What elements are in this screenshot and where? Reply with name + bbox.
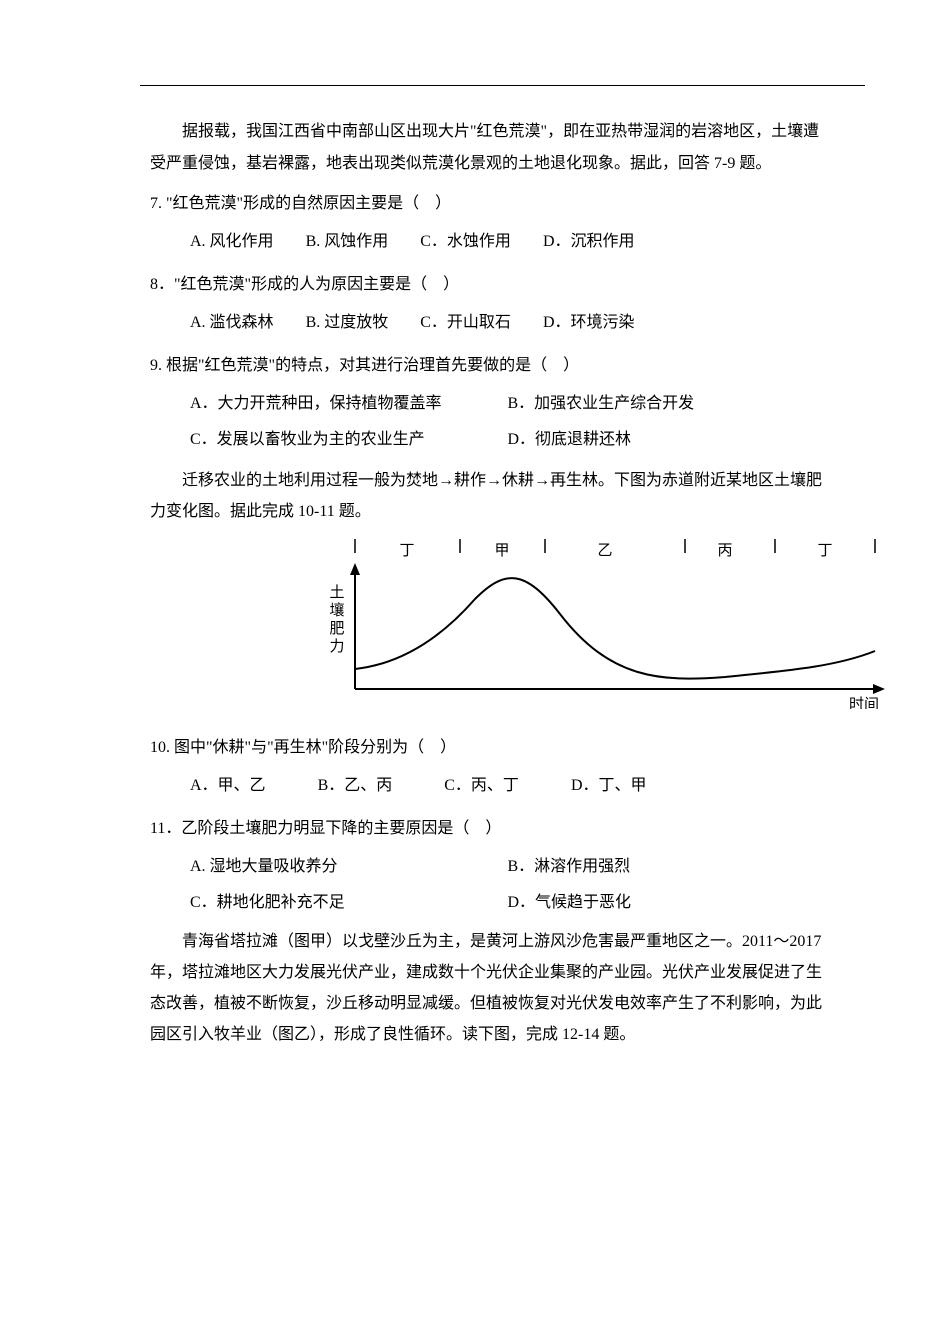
q7-options: A. 风化作用 B. 风蚀作用 C．水蚀作用 D．沉积作用 (150, 224, 825, 259)
q10-stem: 10. 图中"休耕"与"再生林"阶段分别为（ ） (150, 732, 825, 764)
q10-options: A．甲、乙 B．乙、丙 C．丙、丁 D．丁、甲 (150, 768, 825, 803)
page-content: 据报载，我国江西省中南部山区出现大片"红色荒漠"，即在亚热带湿润的岩溶地区，土壤… (0, 0, 945, 1096)
q10-opt-b: B．乙、丙 (318, 768, 393, 803)
svg-text:丁: 丁 (399, 543, 414, 559)
q10-opt-d: D．丁、甲 (571, 768, 647, 803)
q7-opt-d: D．沉积作用 (543, 224, 635, 259)
q9-opt-a: A．大力开荒种田，保持植物覆盖率 (190, 386, 508, 421)
q11-opt-a: A. 湿地大量吸收养分 (190, 849, 508, 884)
q9-opt-c: C．发展以畜牧业为主的农业生产 (190, 422, 508, 457)
q9-opt-d: D．彻底退耕还林 (508, 422, 826, 457)
svg-text:时间: 时间 (849, 696, 879, 709)
q8-opt-d: D．环境污染 (543, 305, 635, 340)
q9-options: A．大力开荒种田，保持植物覆盖率 B．加强农业生产综合开发 C．发展以畜牧业为主… (150, 386, 825, 456)
top-rule (140, 85, 865, 86)
svg-text:土: 土 (330, 584, 345, 601)
svg-text:丁: 丁 (817, 543, 832, 559)
passage-1: 据报载，我国江西省中南部山区出现大片"红色荒漠"，即在亚热带湿润的岩溶地区，土壤… (150, 116, 825, 180)
svg-text:甲: 甲 (494, 543, 509, 559)
q11-opt-d: D．气候趋于恶化 (508, 885, 826, 920)
svg-text:壤: 壤 (330, 601, 345, 619)
q9-stem: 9. 根据"红色荒漠"的特点，对其进行治理首先要做的是（ ） (150, 350, 825, 382)
q11-stem: 11．乙阶段土壤肥力明显下降的主要原因是（ ） (150, 813, 825, 845)
svg-text:丙: 丙 (717, 543, 732, 559)
q7-opt-c: C．水蚀作用 (420, 224, 511, 259)
passage-2: 迁移农业的土地利用过程一般为焚地→耕作→休耕→再生林。下图为赤道附近某地区土壤肥… (150, 465, 825, 527)
q8-opt-a: A. 滥伐森林 (190, 305, 274, 340)
q8-options: A. 滥伐森林 B. 过度放牧 C．开山取石 D．环境污染 (150, 305, 825, 340)
svg-text:力: 力 (330, 638, 345, 655)
q10-opt-a: A．甲、乙 (190, 768, 266, 803)
passage-3: 青海省塔拉滩（图甲）以戈壁沙丘为主，是黄河上游风沙危害最严重地区之一。2011～… (150, 926, 825, 1051)
q8-opt-b: B. 过度放牧 (306, 305, 389, 340)
q8-stem: 8．"红色荒漠"形成的人为原因主要是（ ） (150, 269, 825, 301)
q8-opt-c: C．开山取石 (420, 305, 511, 340)
chart-svg: 丁 甲 乙 丙 丁土壤肥力时间 (330, 539, 890, 709)
fertility-chart: 丁 甲 乙 丙 丁土壤肥力时间 (330, 539, 890, 714)
q11-options: A. 湿地大量吸收养分 B．淋溶作用强烈 C．耕地化肥补充不足 D．气候趋于恶化 (150, 849, 825, 919)
q11-opt-c: C．耕地化肥补充不足 (190, 885, 508, 920)
q7-stem: 7. "红色荒漠"形成的自然原因主要是（ ） (150, 188, 825, 220)
q10-opt-c: C．丙、丁 (444, 768, 519, 803)
q11-opt-b: B．淋溶作用强烈 (508, 849, 826, 884)
q9-opt-b: B．加强农业生产综合开发 (508, 386, 826, 421)
svg-text:肥: 肥 (330, 620, 345, 637)
q7-opt-b: B. 风蚀作用 (306, 224, 389, 259)
q7-opt-a: A. 风化作用 (190, 224, 274, 259)
svg-text:乙: 乙 (597, 543, 612, 559)
